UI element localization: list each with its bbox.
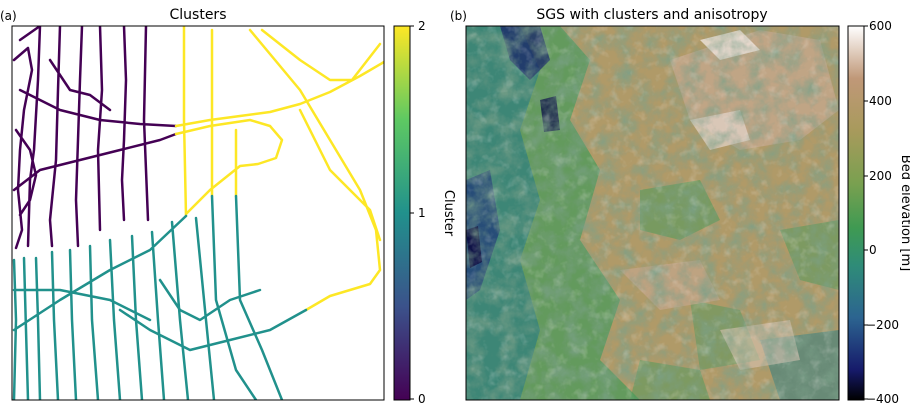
colorbar-a-ticks: 2 1 0 xyxy=(410,19,426,406)
colorbar-b-tick-neg200: −200 xyxy=(866,318,899,332)
panel-label-a: (a) xyxy=(0,9,17,23)
cluster-2-tracks xyxy=(174,26,384,312)
colorbar-b-ticks: 600 400 200 0 −200 −400 xyxy=(864,19,899,406)
colorbar-a-tick-0: 0 xyxy=(418,392,426,406)
colorbar-b-tick-600: 600 xyxy=(869,19,892,33)
panel-title-b: SGS with clusters and anisotropy xyxy=(536,7,767,23)
panel-a: (a) Clusters 2 1 0 xyxy=(0,7,456,406)
plot-frame-a xyxy=(11,25,385,401)
colorbar-b-tick-400: 400 xyxy=(869,94,892,108)
panel-title-a: Clusters xyxy=(170,7,227,23)
colorbar-b-tick-0: 0 xyxy=(869,243,877,257)
elevation-map xyxy=(466,26,839,400)
cluster-1-tracks xyxy=(12,194,308,400)
panel-label-b: (b) xyxy=(450,9,467,23)
colorbar-a xyxy=(394,26,410,400)
colorbar-b-label: Bed elevation [m] xyxy=(898,155,910,271)
colorbar-b xyxy=(848,26,864,400)
map-area-a xyxy=(12,26,384,400)
colorbar-a-tick-1: 1 xyxy=(418,206,426,220)
colorbar-a-label: Cluster xyxy=(441,190,456,237)
colorbar-a-tick-2: 2 xyxy=(418,19,426,33)
colorbar-b-tick-200: 200 xyxy=(869,169,892,183)
panel-b: (b) SGS with clusters and anisotropy xyxy=(450,7,910,406)
colorbar-b-tick-neg400: −400 xyxy=(866,392,899,406)
plot-frame-b xyxy=(465,25,840,401)
cluster-0-tracks xyxy=(12,26,178,250)
